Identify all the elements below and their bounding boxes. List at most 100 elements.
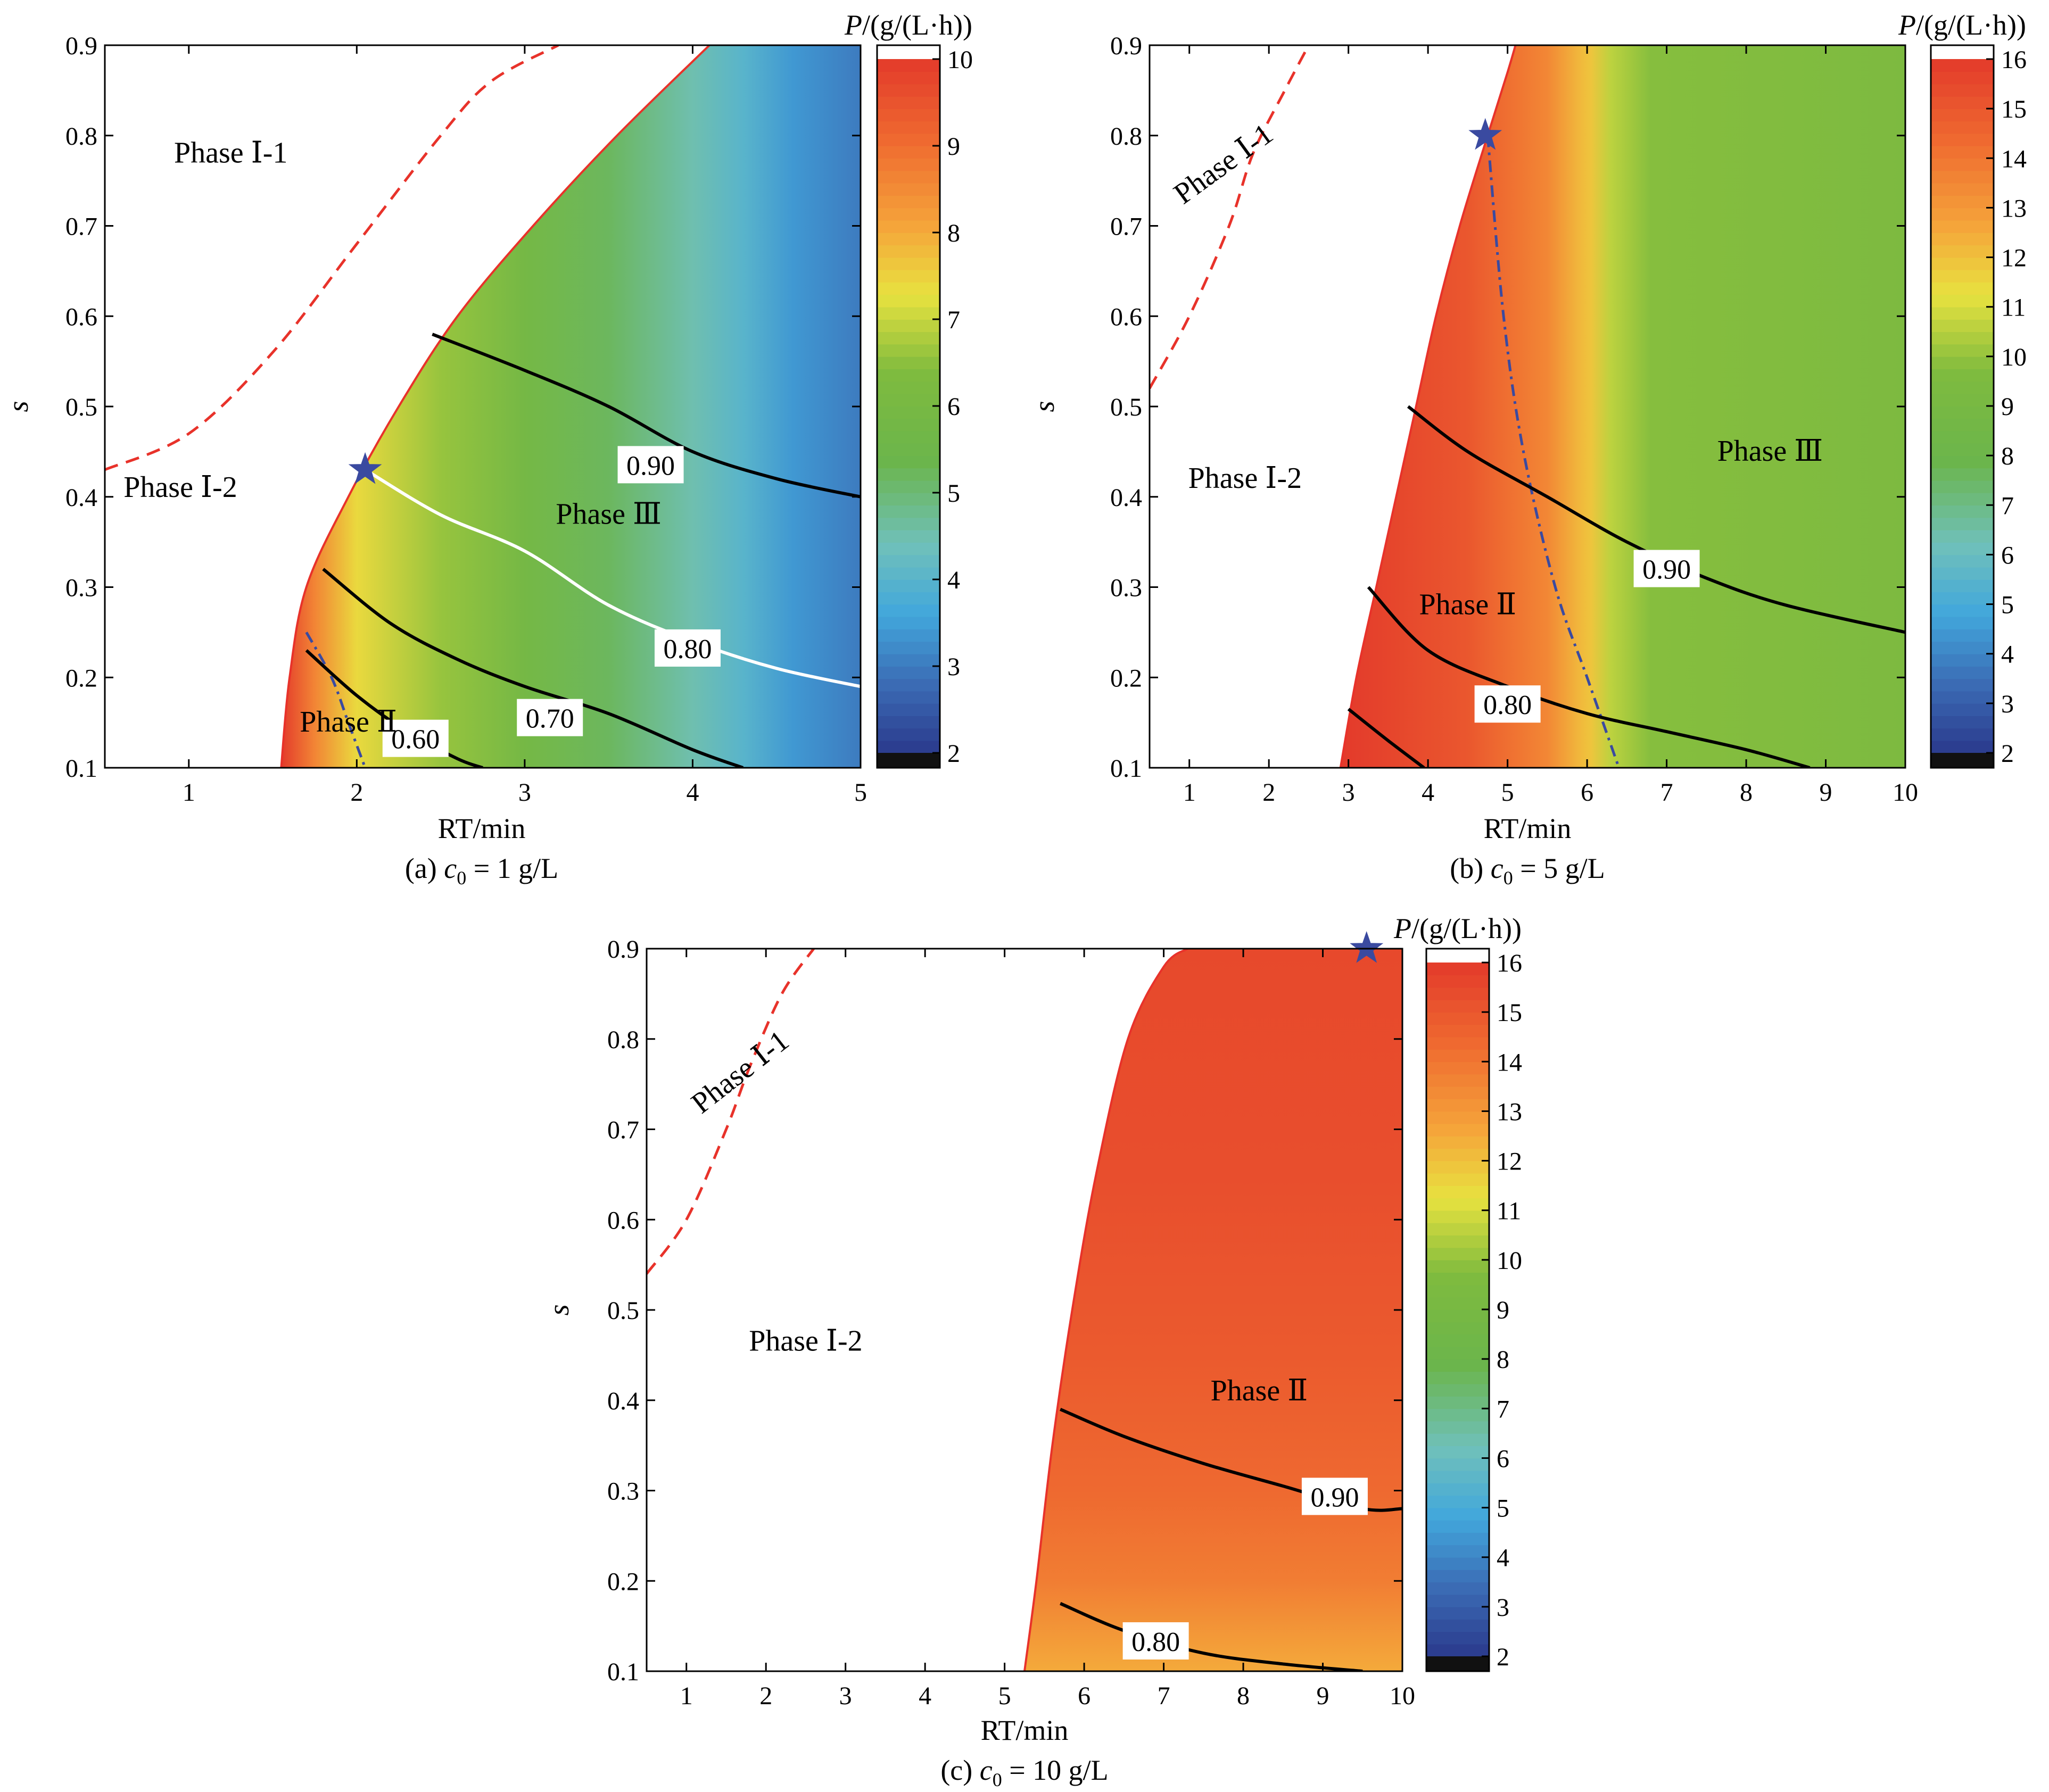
colorbar-tick-label: 15 (2001, 95, 2027, 123)
colorbar-band (877, 554, 940, 568)
colorbar-band (1426, 1346, 1489, 1359)
colorbar-band (1931, 282, 1994, 295)
colorbar-band (1426, 1396, 1489, 1409)
colorbar-band (1426, 1545, 1489, 1558)
colorbar-band (1426, 1198, 1489, 1211)
colorbar-band (1931, 567, 1994, 580)
panel-caption: (a) c0 = 1 g/L (405, 852, 558, 889)
contour-label: 0.90 (1642, 555, 1691, 585)
colorbar-band (1931, 728, 1994, 741)
colorbar-tick-label: 13 (1497, 1098, 1522, 1126)
colorbar-band (877, 505, 940, 518)
colorbar-band (1931, 740, 1994, 753)
colorbar-band (877, 133, 940, 146)
colorbar-band (1426, 1309, 1489, 1323)
y-tick-label: 0.7 (65, 213, 97, 241)
y-tick-label: 0.5 (607, 1297, 639, 1325)
colorbar-band (1931, 146, 1994, 159)
colorbar-band (1426, 1433, 1489, 1446)
contour-line (322, 568, 744, 768)
colorbar-band (877, 208, 940, 221)
colorbar-band (877, 233, 940, 246)
colorbar-tick-label: 6 (2001, 541, 2014, 569)
colorbar-tick-label: 3 (2001, 690, 2014, 718)
colorbar-tick-label: 13 (2001, 194, 2027, 222)
colorbar-band (877, 269, 940, 283)
colorbar-band (1426, 1334, 1489, 1347)
phase-label: Phase Ⅱ (1211, 1374, 1308, 1407)
colorbar-top-white (1426, 949, 1489, 963)
colorbar-tick-label: 10 (1497, 1247, 1522, 1275)
colorbar-band (1931, 257, 1994, 270)
colorbar-band (1931, 703, 1994, 716)
colorbar-tick-label: 4 (1497, 1544, 1509, 1572)
colorbar-tick-label: 15 (1497, 999, 1522, 1027)
colorbar-tick-label: 4 (947, 566, 960, 594)
colorbar-band (877, 604, 940, 617)
y-tick-label: 0.8 (65, 122, 97, 151)
y-tick-label: 0.8 (1110, 122, 1142, 151)
colorbar-band (877, 629, 940, 642)
contour-label-box (517, 699, 583, 736)
colorbar-band (1931, 517, 1994, 530)
colorbar-band (1931, 121, 1994, 134)
colorbar-band (1931, 406, 1994, 419)
x-tick-label: 9 (1820, 778, 1832, 807)
x-tick-label: 3 (839, 1682, 852, 1710)
contour-label: 0.60 (391, 725, 440, 755)
colorbar-band (1426, 1247, 1489, 1260)
x-tick-label: 2 (759, 1682, 772, 1710)
colorbar-band (1931, 59, 1994, 72)
colorbar-bottom-black (1931, 753, 1994, 768)
x-tick-label: 6 (1078, 1682, 1090, 1710)
caption-suffix: = 1 g/L (466, 852, 558, 884)
colorbar-band (1931, 245, 1994, 258)
x-tick-label: 5 (998, 1682, 1011, 1710)
colorbar-title-unit: /(g/(L·h)) (862, 9, 972, 41)
contour-label: 0.90 (626, 451, 675, 481)
contour-label: 0.80 (1131, 1627, 1180, 1657)
colorbar-band (1426, 1173, 1489, 1186)
colorbar-band (1931, 344, 1994, 357)
colorbar-band (877, 517, 940, 530)
colorbar-title: P/(g/(L·h)) (844, 9, 972, 41)
colorbar-band (1426, 1136, 1489, 1149)
colorbar-band (1426, 1644, 1489, 1657)
colorbar-band (1426, 1570, 1489, 1583)
x-tick-label: 4 (1422, 778, 1434, 807)
colorbar-band (877, 430, 940, 444)
colorbar-tick-label: 8 (947, 219, 960, 247)
colorbar-band (877, 393, 940, 406)
colorbar-band (877, 703, 940, 716)
colorbar-band (1426, 963, 1489, 976)
x-tick-label: 8 (1740, 778, 1753, 807)
colorbar-band (1931, 319, 1994, 333)
colorbar-tick-label: 16 (1497, 949, 1522, 977)
colorbar-band (1931, 641, 1994, 654)
y-tick-label: 0.9 (1110, 32, 1142, 60)
colorbar-band (1931, 579, 1994, 593)
colorbar-band (1426, 1036, 1489, 1050)
colorbar-band (877, 282, 940, 295)
colorbar-title-var: P (1898, 9, 1916, 41)
feasible-region (1340, 45, 1905, 768)
x-tick-label: 10 (1390, 1682, 1415, 1710)
colorbar-title-var: P (844, 9, 862, 41)
caption-prefix: (b) (1450, 852, 1490, 884)
x-tick-label: 4 (919, 1682, 931, 1710)
colorbar-band (877, 728, 940, 741)
y-tick-label: 0.2 (65, 664, 97, 692)
colorbar-band (1426, 1520, 1489, 1533)
contour-label-box (1122, 1622, 1189, 1660)
y-tick-label: 0.9 (65, 32, 97, 60)
colorbar-band (877, 220, 940, 233)
phase-label: Phase Ⅰ-2 (1188, 462, 1302, 495)
colorbar-band (1426, 1272, 1489, 1285)
colorbar-tick-label: 14 (2001, 145, 2027, 173)
colorbar-tick-label: 8 (1497, 1346, 1509, 1374)
colorbar-band (1426, 1631, 1489, 1645)
colorbar-band (1931, 418, 1994, 432)
x-tick-label: 2 (1262, 778, 1275, 807)
colorbar-band (1931, 381, 1994, 394)
